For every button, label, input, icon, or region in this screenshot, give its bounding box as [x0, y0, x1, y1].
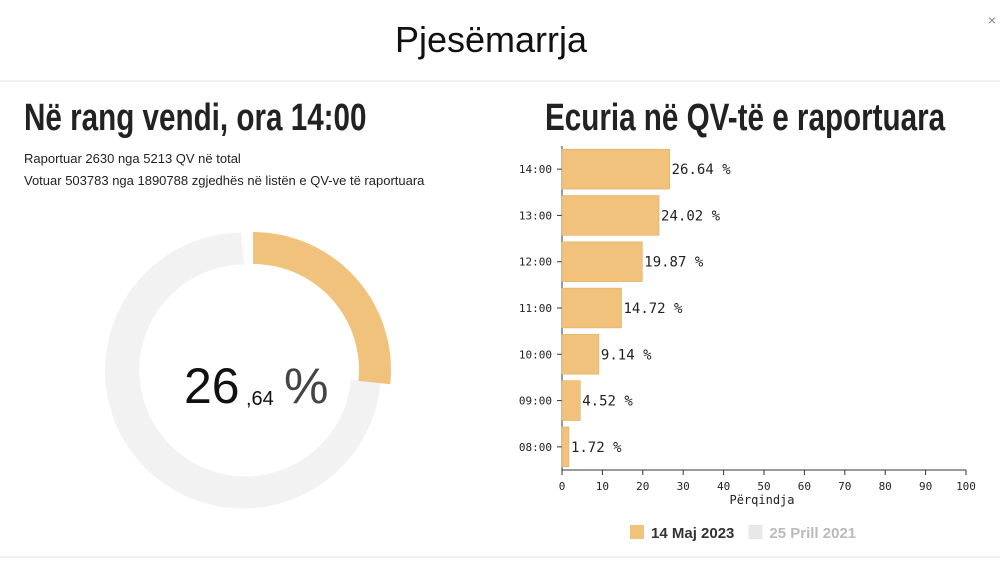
modal-title: Pjesëmarrja	[395, 19, 588, 60]
y-tick-label: 08:00	[519, 441, 552, 454]
x-tick-label: 40	[717, 480, 730, 493]
bar	[561, 334, 600, 375]
x-tick-label: 70	[838, 480, 851, 493]
bar	[561, 380, 581, 421]
legend-swatch[interactable]	[630, 525, 644, 539]
bar	[561, 195, 660, 236]
donut-integer: 26	[184, 358, 240, 414]
value-label: 14.72 %	[623, 301, 683, 317]
x-tick-label: 100	[956, 480, 976, 493]
x-tick-label: 80	[879, 480, 892, 493]
y-tick-label: 12:00	[519, 256, 552, 269]
legend-label[interactable]: 14 Maj 2023	[651, 525, 734, 542]
x-tick-label: 60	[798, 480, 811, 493]
y-tick-label: 13:00	[519, 209, 552, 222]
donut-decimal: ,64	[246, 388, 274, 410]
bar	[561, 426, 570, 468]
value-label: 19.87 %	[644, 255, 704, 271]
value-label: 1.72 %	[571, 440, 622, 456]
summary-title: Në rang vendi, ora 14:00	[24, 97, 366, 139]
bar	[561, 287, 622, 329]
value-label: 26.64 %	[672, 162, 732, 178]
bar	[561, 241, 643, 282]
donut-unit: %	[284, 358, 328, 414]
y-tick-label: 10:00	[519, 348, 552, 361]
close-button[interactable]: ×	[988, 12, 996, 28]
value-label: 9.14 %	[601, 347, 652, 363]
y-tick-label: 14:00	[519, 163, 552, 176]
x-tick-label: 10	[596, 480, 609, 493]
donut-arc	[253, 232, 392, 385]
value-label: 4.52 %	[582, 394, 633, 410]
x-tick-label: 30	[677, 480, 690, 493]
y-tick-label: 11:00	[519, 302, 552, 315]
x-axis-label: Përqindja	[729, 493, 794, 507]
chart-title: Ecuria në QV-të e raportuara	[545, 97, 946, 139]
summary-line: Votuar 503783 nga 1890788 zgjedhës në li…	[24, 173, 425, 188]
x-tick-label: 0	[559, 480, 566, 493]
summary-line: Raportuar 2630 nga 5213 QV në total	[24, 151, 241, 166]
legend-label[interactable]: 25 Prill 2021	[769, 525, 856, 542]
value-label: 24.02 %	[661, 208, 721, 224]
y-tick-label: 09:00	[519, 395, 552, 408]
x-tick-label: 20	[636, 480, 649, 493]
x-tick-label: 50	[757, 480, 770, 493]
bar	[561, 148, 670, 190]
x-tick-label: 90	[919, 480, 932, 493]
legend-swatch[interactable]	[748, 525, 763, 539]
